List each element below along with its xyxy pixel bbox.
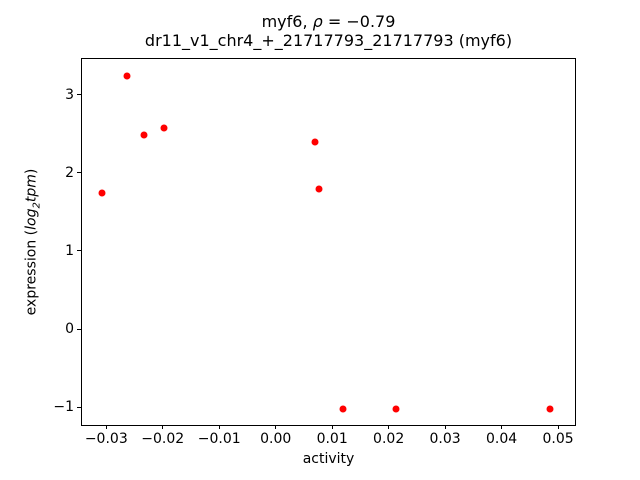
x-tick-mark (331, 425, 333, 429)
x-tick-mark (162, 425, 164, 429)
plot-area: −0.03 −0.02 −0.01 0.00 0.01 0.02 0.03 0.04 0.05 −… (53, 58, 576, 447)
data-point (311, 138, 319, 146)
x-tick-label: 0.00 (260, 431, 292, 447)
x-tick-label: 0.04 (485, 431, 518, 447)
x-tick-label: 0.03 (429, 431, 461, 447)
chart-title: myf6, ρ = −0.79 (81, 12, 576, 31)
x-axis-label: activity (302, 451, 355, 467)
x-tick-mark (444, 425, 446, 429)
y-axis-label: expression (log2tpm) (23, 168, 43, 316)
y-tick-mark (77, 94, 81, 96)
data-point (546, 405, 554, 413)
data-point (339, 405, 347, 413)
y-tick-mark (77, 406, 81, 408)
y-tick-mark (77, 328, 81, 330)
x-tick-mark (275, 425, 277, 429)
x-tick-mark (501, 425, 503, 429)
x-tick-mark (557, 425, 559, 429)
data-point (315, 185, 323, 193)
data-point (160, 124, 168, 132)
chart-subtitle: dr11_v1_chr4_+_21717793_21717793 (myf6) (144, 31, 513, 50)
y-tick-label: 3 (65, 86, 74, 103)
x-tick-label: −0.03 (84, 431, 128, 447)
x-tick-label: −0.01 (197, 431, 241, 447)
title-gene: myf6, (261, 12, 313, 31)
x-tick-label: 0.05 (542, 431, 574, 447)
y-tick-label: 1 (65, 242, 74, 259)
data-point (140, 131, 148, 139)
data-point (98, 189, 106, 197)
chart-title-block: myf6, ρ = −0.79 dr11_v1_chr4_+_21717793_… (81, 12, 576, 50)
x-tick-mark (388, 425, 390, 429)
x-tick-label: 0.01 (316, 431, 348, 447)
rho-symbol: ρ (312, 12, 323, 31)
data-point (392, 405, 400, 413)
y-tick-mark (77, 172, 81, 174)
y-tick-label: −1 (53, 399, 74, 416)
title-correlation-value: = −0.79 (322, 12, 396, 31)
x-tick-label: −0.02 (141, 431, 185, 447)
y-tick-label: 2 (65, 164, 74, 181)
y-tick-mark (77, 250, 81, 252)
x-tick-mark (218, 425, 220, 429)
x-tick-mark (105, 425, 107, 429)
data-point (123, 72, 131, 80)
x-tick-label: 0.02 (373, 431, 405, 447)
y-tick-label: 0 (65, 321, 74, 337)
